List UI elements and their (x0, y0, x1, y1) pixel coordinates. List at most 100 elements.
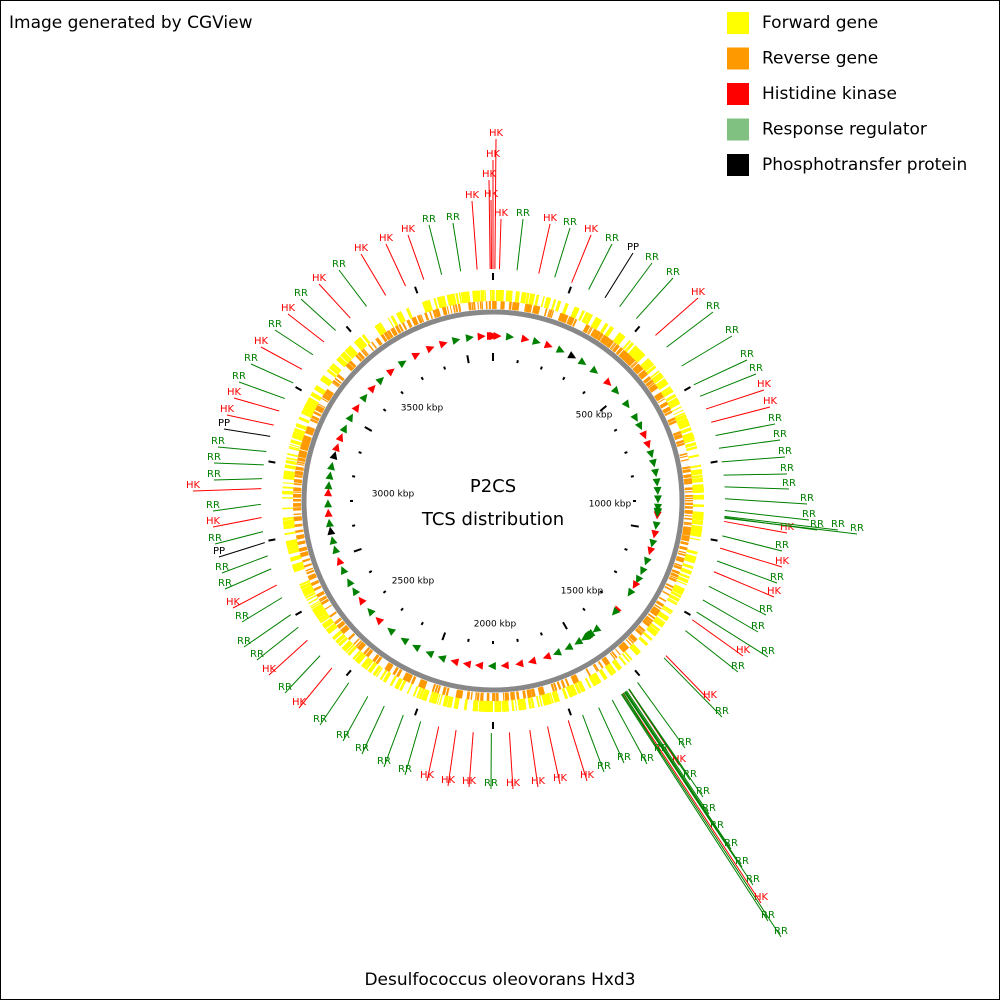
scale-tick (441, 632, 447, 641)
feature-leader (604, 252, 634, 299)
feature-marker (632, 579, 641, 589)
forward-gene (581, 311, 590, 324)
feature-marker (567, 351, 577, 359)
forward-gene (407, 307, 413, 319)
reverse-gene (457, 689, 461, 699)
forward-gene (584, 677, 592, 689)
reverse-gene (680, 540, 689, 546)
forward-gene (584, 313, 593, 325)
feature-marker (351, 404, 360, 413)
feature-label: RR (250, 649, 264, 660)
forward-gene (646, 365, 657, 375)
feature-marker (329, 451, 338, 461)
feature-leader (713, 571, 775, 598)
forward-gene (361, 334, 371, 345)
feature-leader (468, 732, 474, 788)
feature-marker (451, 337, 461, 345)
forward-gene (345, 644, 355, 654)
forward-gene (671, 406, 682, 413)
reverse-gene (387, 664, 393, 672)
feature-marker (367, 608, 376, 617)
feature-marker (649, 538, 658, 548)
forward-gene (665, 393, 676, 402)
forward-gene (561, 687, 569, 700)
reverse-gene (324, 392, 332, 398)
forward-gene (549, 692, 554, 704)
forward-gene (546, 693, 552, 705)
forward-gene (476, 290, 481, 302)
forward-gene (291, 561, 304, 568)
feature-marker (335, 433, 344, 443)
forward-gene (352, 650, 362, 660)
reverse-gene (637, 627, 644, 634)
reverse-gene (435, 308, 441, 318)
reverse-gene (326, 388, 335, 395)
feature-marker (577, 357, 587, 365)
feature-label: RR (800, 493, 814, 504)
reverse-gene (297, 457, 306, 462)
reverse-gene (311, 415, 320, 422)
reverse-gene (677, 552, 686, 557)
feature-leader (571, 234, 592, 283)
feature-marker (487, 332, 496, 341)
reverse-gene (373, 655, 380, 663)
reverse-gene (304, 431, 313, 436)
reverse-gene (625, 639, 632, 646)
reverse-gene (305, 428, 315, 434)
forward-gene (638, 636, 649, 647)
reverse-gene (674, 436, 683, 441)
outer-tick (567, 708, 572, 716)
reverse-gene (656, 601, 664, 607)
reverse-gene (599, 334, 607, 343)
reverse-gene (375, 338, 381, 346)
feature-leader (498, 218, 502, 270)
legend-swatch (727, 12, 749, 34)
feature-marker (341, 566, 349, 576)
feature-marker (574, 637, 584, 645)
feature-marker (651, 468, 659, 478)
reverse-gene (331, 381, 339, 388)
reverse-gene (362, 348, 369, 356)
forward-gene (611, 660, 620, 671)
reverse-gene (404, 673, 411, 682)
forward-gene (667, 597, 678, 604)
reverse-gene (516, 302, 520, 311)
feature-marker (654, 503, 663, 512)
reverse-gene (683, 476, 692, 479)
forward-gene (528, 293, 535, 305)
feature-label: HK (691, 287, 706, 298)
forward-gene (514, 699, 518, 711)
forward-gene (505, 290, 510, 302)
reverse-gene (441, 307, 446, 316)
forward-gene (299, 579, 311, 587)
forward-gene (666, 395, 677, 402)
reverse-gene (610, 343, 617, 351)
reverse-gene (436, 685, 441, 694)
feature-leader (635, 277, 674, 319)
forward-gene (449, 293, 455, 306)
legend-label: Response regulator (762, 120, 927, 140)
forward-gene (686, 549, 698, 555)
reverse-gene (474, 692, 478, 701)
feature-leader (298, 667, 333, 709)
scale-tick (599, 590, 604, 594)
feature-label: RR (484, 778, 498, 789)
forward-gene (286, 539, 298, 546)
forward-gene (678, 572, 690, 579)
feature-label: HK (543, 213, 558, 224)
forward-gene (282, 486, 294, 489)
outer-tick (345, 325, 352, 333)
feature-marker (425, 345, 435, 354)
reverse-gene (434, 684, 439, 693)
reverse-gene (332, 379, 341, 387)
scale-tick (582, 607, 586, 612)
forward-gene (657, 612, 669, 622)
forward-gene (310, 601, 322, 609)
forward-gene (561, 302, 569, 315)
forward-gene (284, 464, 297, 468)
scale-tick (466, 355, 470, 364)
forward-gene (293, 428, 306, 436)
reverse-gene (683, 474, 692, 478)
outer-tick (295, 386, 303, 392)
forward-gene (336, 635, 346, 644)
